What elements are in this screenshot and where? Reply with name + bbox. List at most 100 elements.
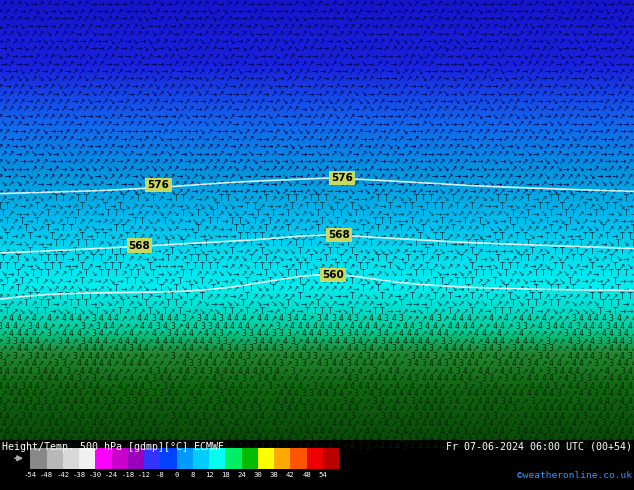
Text: 4: 4 bbox=[76, 314, 81, 323]
Text: ↘: ↘ bbox=[16, 29, 22, 38]
Text: 4: 4 bbox=[541, 314, 546, 323]
Text: ↗: ↗ bbox=[342, 442, 348, 451]
Text: ↗: ↗ bbox=[455, 337, 461, 346]
Text: T: T bbox=[602, 224, 606, 233]
Text: →: → bbox=[46, 119, 52, 128]
Text: ↗: ↗ bbox=[492, 442, 498, 451]
Text: →: → bbox=[631, 119, 634, 128]
Text: ↗: ↗ bbox=[503, 104, 510, 113]
Text: →: → bbox=[46, 239, 52, 248]
Text: 4: 4 bbox=[361, 419, 366, 428]
Text: ↘: ↘ bbox=[263, 119, 269, 128]
Text: ↗: ↗ bbox=[563, 0, 569, 8]
Text: ↗: ↗ bbox=[522, 292, 528, 301]
Text: →: → bbox=[608, 209, 614, 218]
Text: ↘: ↘ bbox=[503, 209, 510, 218]
Text: 3: 3 bbox=[155, 322, 160, 331]
Text: →: → bbox=[590, 37, 596, 46]
Text: 3: 3 bbox=[477, 382, 482, 391]
Text: T: T bbox=[140, 217, 145, 226]
Text: ↗: ↗ bbox=[608, 284, 614, 293]
Text: ↗: ↗ bbox=[578, 194, 585, 203]
Text: ↗: ↗ bbox=[312, 112, 318, 121]
Text: →: → bbox=[465, 14, 472, 23]
Text: →: → bbox=[68, 14, 74, 23]
Text: →: → bbox=[406, 134, 412, 143]
Text: 4: 4 bbox=[579, 314, 584, 323]
Text: 3: 3 bbox=[301, 389, 306, 398]
Text: ↗: ↗ bbox=[383, 434, 389, 443]
Text: ↗: ↗ bbox=[473, 419, 479, 428]
Text: ↗: ↗ bbox=[113, 194, 119, 203]
Text: ↗: ↗ bbox=[72, 67, 78, 76]
Text: 4: 4 bbox=[328, 442, 332, 451]
Text: T: T bbox=[481, 224, 486, 233]
Text: 4: 4 bbox=[185, 322, 190, 331]
Text: →: → bbox=[458, 29, 465, 38]
Text: ↗: ↗ bbox=[162, 187, 168, 196]
Text: ↗: ↗ bbox=[334, 97, 340, 106]
Text: ↗: ↗ bbox=[600, 89, 607, 98]
Text: →: → bbox=[323, 269, 330, 278]
Text: T: T bbox=[253, 262, 257, 271]
Text: ↘: ↘ bbox=[600, 179, 607, 188]
Text: ↗: ↗ bbox=[244, 142, 250, 151]
Text: →: → bbox=[98, 44, 105, 53]
Text: ↗: ↗ bbox=[604, 442, 611, 451]
Text: 4: 4 bbox=[436, 389, 441, 398]
Text: →: → bbox=[582, 22, 588, 31]
Text: 4: 4 bbox=[290, 397, 295, 406]
Text: T: T bbox=[440, 202, 445, 211]
Text: ↗: ↗ bbox=[612, 82, 618, 91]
Text: 4: 4 bbox=[121, 419, 126, 428]
Text: T: T bbox=[470, 307, 475, 316]
Text: ↗: ↗ bbox=[68, 209, 74, 218]
Text: ↘: ↘ bbox=[559, 52, 566, 61]
Text: ↘: ↘ bbox=[308, 209, 314, 218]
Text: 3: 3 bbox=[609, 359, 614, 368]
Text: T: T bbox=[422, 254, 426, 263]
Text: →: → bbox=[259, 157, 266, 166]
Text: T: T bbox=[624, 194, 628, 203]
Text: ↗: ↗ bbox=[289, 262, 295, 271]
Text: ↘: ↘ bbox=[357, 97, 363, 106]
Text: →: → bbox=[353, 224, 359, 233]
Text: ↗: ↗ bbox=[593, 239, 599, 248]
Text: ↘: ↘ bbox=[529, 127, 536, 136]
Text: 4: 4 bbox=[620, 322, 625, 331]
Text: →: → bbox=[627, 112, 633, 121]
Text: →: → bbox=[514, 7, 521, 16]
Text: T: T bbox=[324, 194, 328, 203]
Text: T: T bbox=[114, 224, 119, 233]
Text: ↗: ↗ bbox=[481, 59, 487, 68]
Text: ↗: ↗ bbox=[12, 172, 18, 181]
Text: →: → bbox=[383, 74, 389, 83]
Text: ↗: ↗ bbox=[455, 157, 461, 166]
Text: T: T bbox=[118, 202, 122, 211]
Text: 4: 4 bbox=[260, 412, 265, 421]
Text: ↗: ↗ bbox=[443, 404, 450, 413]
Text: T: T bbox=[279, 239, 283, 248]
Text: ↘: ↘ bbox=[462, 37, 468, 46]
Text: →: → bbox=[244, 172, 250, 181]
Text: →: → bbox=[154, 247, 160, 256]
Text: ↗: ↗ bbox=[619, 52, 626, 61]
Text: 3: 3 bbox=[309, 404, 314, 413]
Text: →: → bbox=[91, 284, 97, 293]
Text: 4: 4 bbox=[377, 404, 381, 413]
Text: →: → bbox=[199, 7, 205, 16]
Text: ↗: ↗ bbox=[477, 97, 483, 106]
Text: T: T bbox=[260, 262, 265, 271]
Text: →: → bbox=[368, 134, 375, 143]
Text: T: T bbox=[28, 247, 32, 256]
Text: T: T bbox=[335, 262, 340, 271]
Text: 4: 4 bbox=[290, 427, 295, 436]
Text: ↗: ↗ bbox=[391, 194, 397, 203]
Text: →: → bbox=[586, 119, 592, 128]
Text: ↗: ↗ bbox=[323, 164, 330, 173]
Text: 3: 3 bbox=[418, 322, 422, 331]
Text: ↘: ↘ bbox=[222, 247, 228, 256]
Text: ↘: ↘ bbox=[342, 307, 348, 316]
Text: 4: 4 bbox=[50, 367, 55, 376]
Text: ↗: ↗ bbox=[432, 247, 438, 256]
